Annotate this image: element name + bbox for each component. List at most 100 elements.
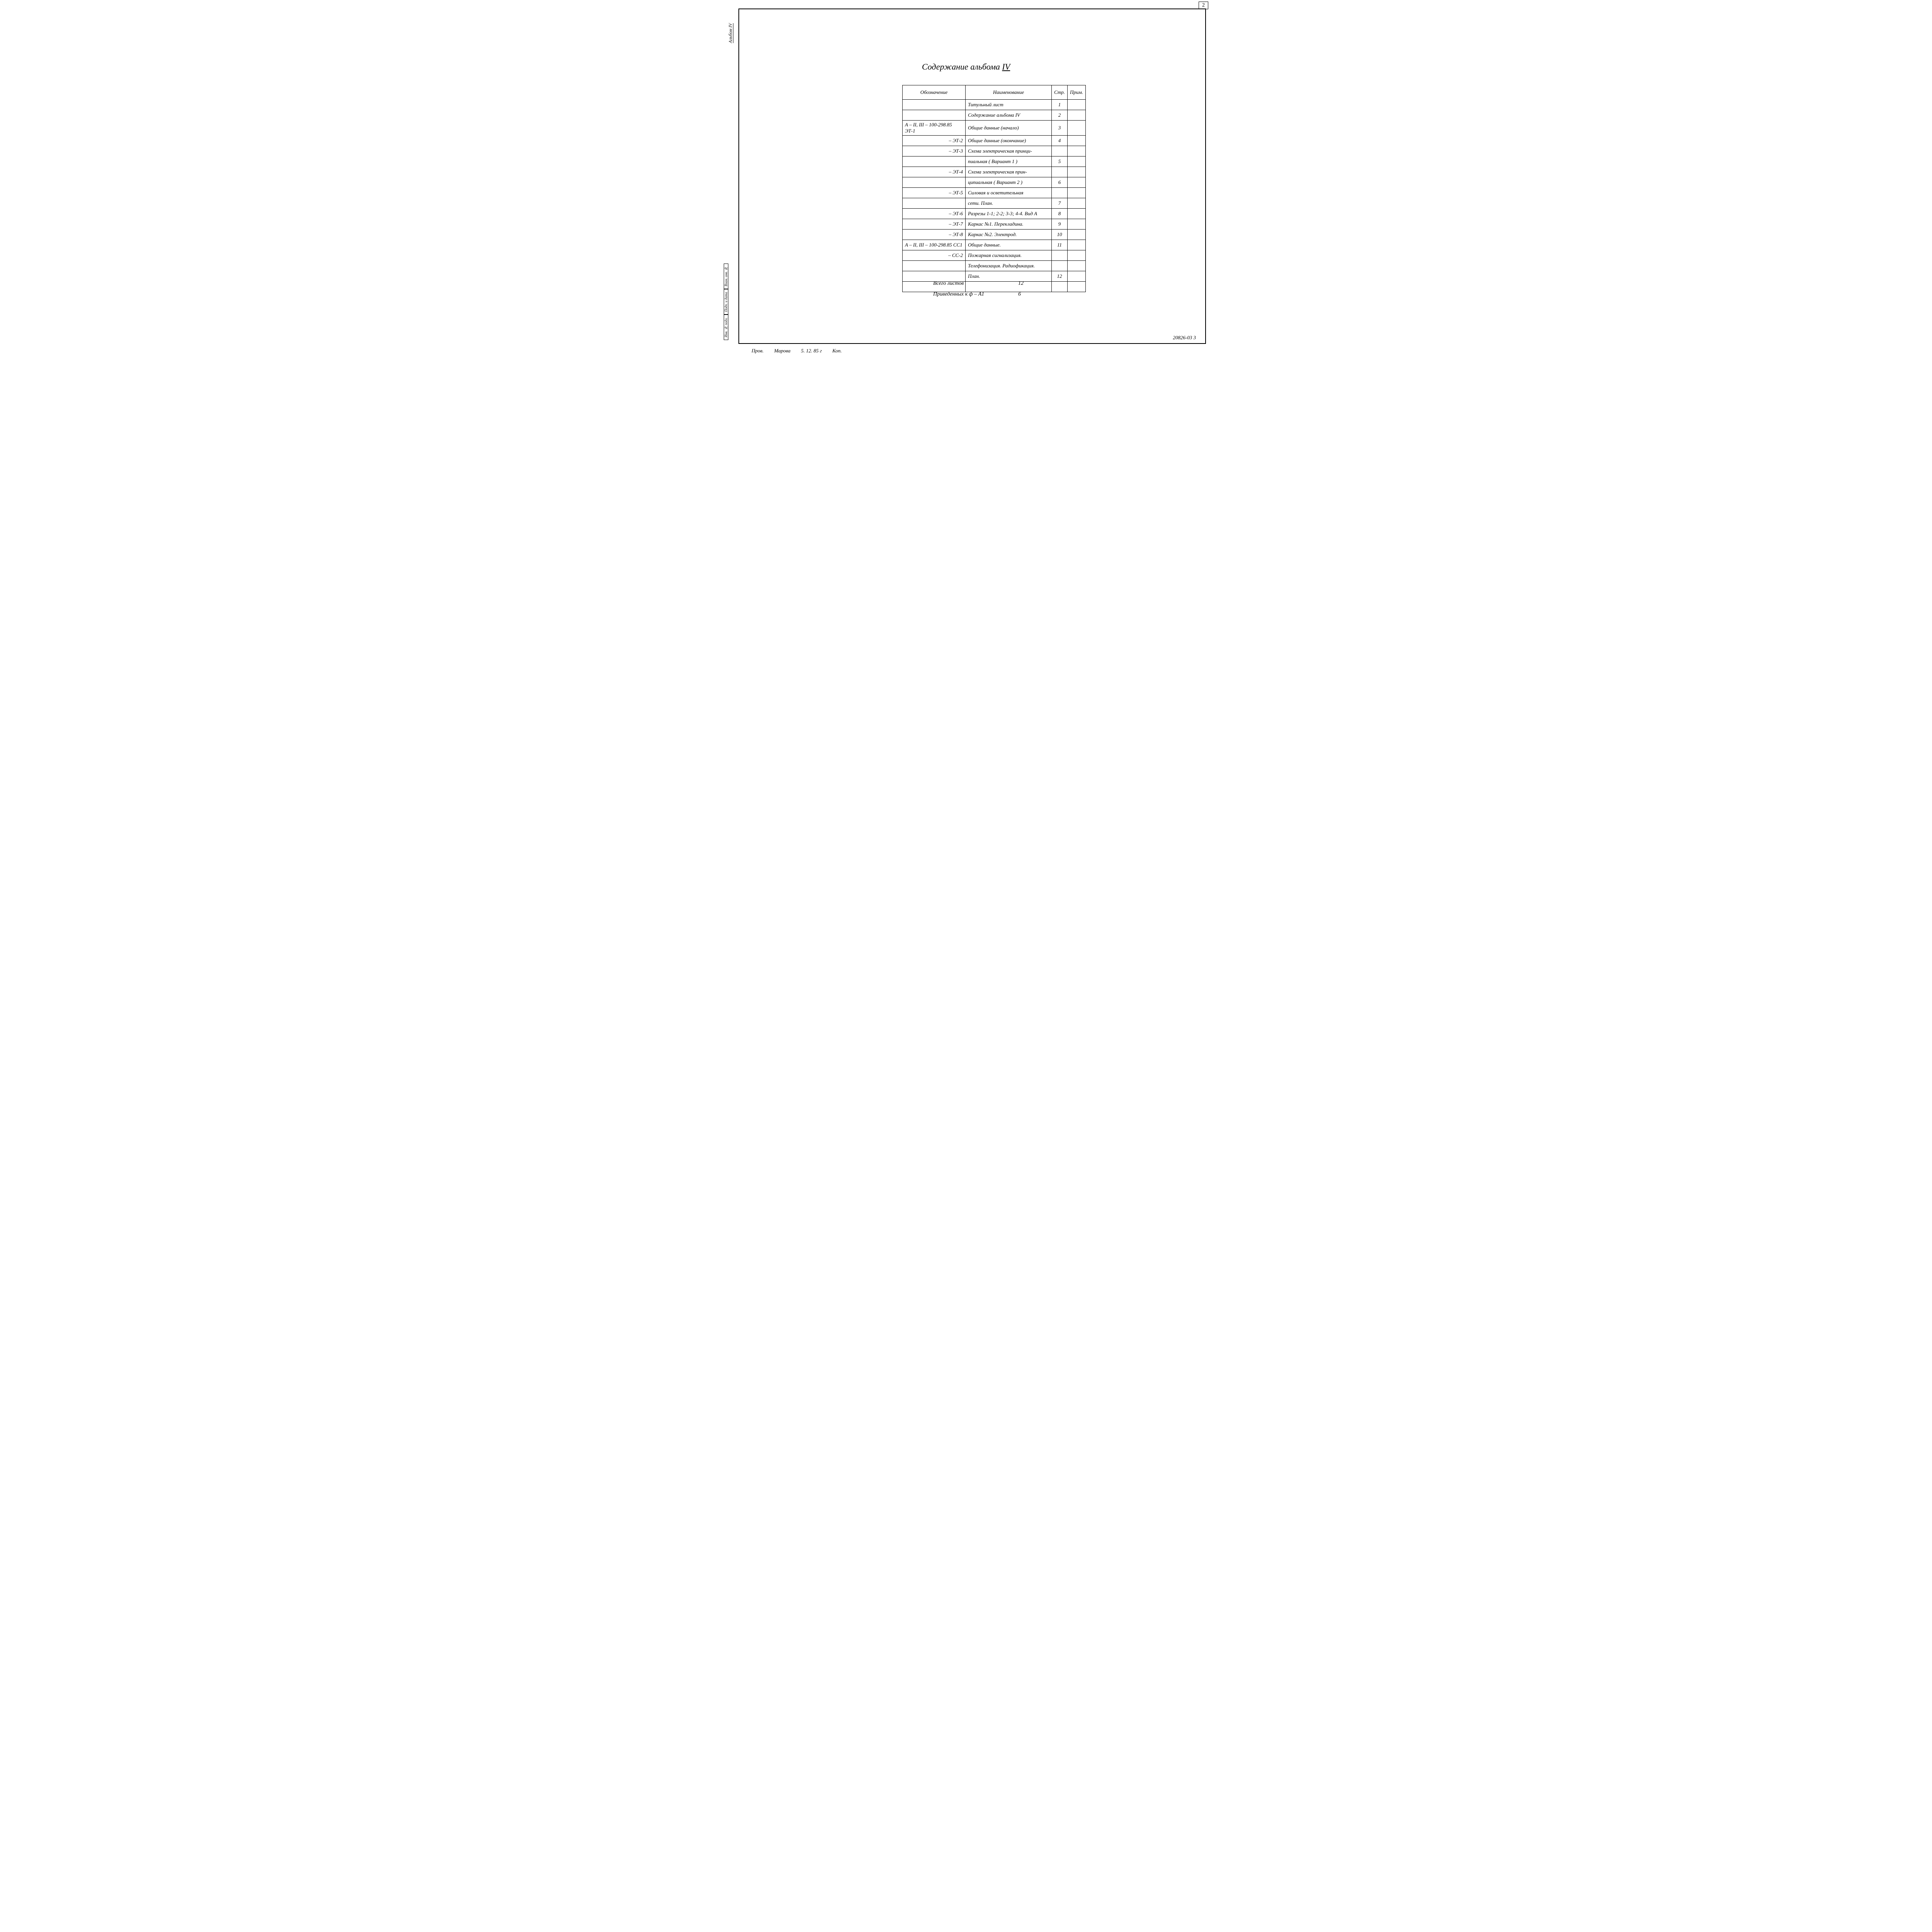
cell-str: 9 bbox=[1052, 219, 1068, 230]
table-row: сети. План.7 bbox=[903, 198, 1086, 209]
cell-oboz: – ЭТ-8 bbox=[903, 230, 966, 240]
cell-prim bbox=[1068, 230, 1086, 240]
footer-name: Марова bbox=[774, 348, 791, 354]
cell-str: 1 bbox=[1052, 100, 1068, 110]
table-row: Телефонизация. Радиофикация. bbox=[903, 261, 1086, 271]
cell-str bbox=[1052, 167, 1068, 177]
table-row: – ЭТ-5Силовая и осветительная bbox=[903, 188, 1086, 198]
footer-right-code: 20826-03 3 bbox=[1173, 335, 1196, 341]
table-row: – ЭТ-3Схема электрическая принци- bbox=[903, 146, 1086, 156]
cell-str: 11 bbox=[1052, 240, 1068, 250]
table-row: – ЭТ-6Разрезы 1-1; 2-2; 3-3; 4-4. Вид А8 bbox=[903, 209, 1086, 219]
cell-oboz: – ЭТ-5 bbox=[903, 188, 966, 198]
cell-prim bbox=[1068, 209, 1086, 219]
summary-total-value: 12 bbox=[1018, 278, 1034, 289]
cell-naim: сети. План. bbox=[966, 198, 1052, 209]
col-header-str: Стр. bbox=[1052, 85, 1068, 100]
table-row: Титульный лист1 bbox=[903, 100, 1086, 110]
cell-naim: Каркас №2. Электрод. bbox=[966, 230, 1052, 240]
col-header-naim: Наименование bbox=[966, 85, 1052, 100]
cell-prim bbox=[1068, 167, 1086, 177]
cell-prim bbox=[1068, 250, 1086, 261]
cell-naim: Общие данные (окончание) bbox=[966, 136, 1052, 146]
col-header-prim: Прим. bbox=[1068, 85, 1086, 100]
cell-str: 8 bbox=[1052, 209, 1068, 219]
cell-str: 12 bbox=[1052, 271, 1068, 282]
contents-table: Обозначение Наименование Стр. Прим. Титу… bbox=[902, 85, 1086, 292]
cell-prim bbox=[1068, 219, 1086, 230]
cell-str: 10 bbox=[1052, 230, 1068, 240]
cell-str: 3 bbox=[1052, 121, 1068, 136]
cell-prim bbox=[1068, 188, 1086, 198]
cell-oboz: А – II, III – 100-298.85 ЭТ-1 bbox=[903, 121, 966, 136]
cell-str bbox=[1052, 250, 1068, 261]
table-row: А – II, III – 100-298.85 СС1Общие данные… bbox=[903, 240, 1086, 250]
cell-oboz bbox=[903, 156, 966, 167]
cell-naim: Общие данные. bbox=[966, 240, 1052, 250]
cell-naim: Каркас №1. Перекладина. bbox=[966, 219, 1052, 230]
cell-prim bbox=[1068, 156, 1086, 167]
table-row: – ЭТ-4Схема электрическая прин- bbox=[903, 167, 1086, 177]
cell-str: 7 bbox=[1052, 198, 1068, 209]
cell-prim bbox=[1068, 198, 1086, 209]
side-cell-podp: Подп. и дата bbox=[724, 289, 728, 315]
cell-str bbox=[1052, 282, 1068, 292]
cell-oboz: – ЭТ-3 bbox=[903, 146, 966, 156]
cell-naim: Телефонизация. Радиофикация. bbox=[966, 261, 1052, 271]
cell-prim bbox=[1068, 110, 1086, 121]
cell-oboz: – СС-2 bbox=[903, 250, 966, 261]
table-row: – ЭТ-8Каркас №2. Электрод.10 bbox=[903, 230, 1086, 240]
cell-naim: Содержание альбома IV bbox=[966, 110, 1052, 121]
table-row: – СС-2Пожарная сигнализация. bbox=[903, 250, 1086, 261]
table-row: ципиальная ( Вариант 2 )6 bbox=[903, 177, 1086, 188]
title-roman: IV bbox=[1002, 62, 1010, 71]
cell-oboz bbox=[903, 177, 966, 188]
cell-oboz: – ЭТ-6 bbox=[903, 209, 966, 219]
cell-naim: Разрезы 1-1; 2-2; 3-3; 4-4. Вид А bbox=[966, 209, 1052, 219]
footer-role: Пров. bbox=[752, 348, 764, 354]
side-stamp-blocks: Взам. инв. № Подп. и дата Инв. № подл. bbox=[724, 264, 737, 340]
summary-reduced-value: 6 bbox=[1018, 289, 1034, 300]
summary-block: Всего листов 12 Приведенных к ф – А1 6 bbox=[933, 278, 1034, 300]
cell-oboz: – ЭТ-4 bbox=[903, 167, 966, 177]
cell-prim bbox=[1068, 136, 1086, 146]
table-row: Содержание альбома IV2 bbox=[903, 110, 1086, 121]
summary-row-total: Всего листов 12 bbox=[933, 278, 1034, 289]
side-cell-vzam: Взам. инв. № bbox=[724, 264, 728, 289]
side-cell-inv: Инв. № подл. bbox=[724, 315, 728, 340]
cell-prim bbox=[1068, 282, 1086, 292]
cell-str bbox=[1052, 146, 1068, 156]
cell-oboz: – ЭТ-2 bbox=[903, 136, 966, 146]
footer-kop: Коп. bbox=[832, 348, 842, 354]
cell-prim bbox=[1068, 146, 1086, 156]
table-row: – ЭТ-7Каркас №1. Перекладина.9 bbox=[903, 219, 1086, 230]
table-body: Титульный лист1Содержание альбома IV2А –… bbox=[903, 100, 1086, 292]
drawing-sheet: 2 Альбом IV Взам. инв. № Подп. и дата Ин… bbox=[721, 0, 1211, 357]
cell-prim bbox=[1068, 177, 1086, 188]
cell-prim bbox=[1068, 100, 1086, 110]
table-row: пиальная ( Вариант 1 )5 bbox=[903, 156, 1086, 167]
cell-str bbox=[1052, 261, 1068, 271]
footer-left: Пров. Марова 5. 12. 85 г Коп. bbox=[752, 348, 851, 354]
album-label: Альбом IV bbox=[728, 23, 733, 43]
cell-naim: ципиальная ( Вариант 2 ) bbox=[966, 177, 1052, 188]
summary-total-label: Всего листов bbox=[933, 278, 1018, 289]
cell-str: 4 bbox=[1052, 136, 1068, 146]
table-header-row: Обозначение Наименование Стр. Прим. bbox=[903, 85, 1086, 100]
cell-str: 6 bbox=[1052, 177, 1068, 188]
cell-prim bbox=[1068, 261, 1086, 271]
title-text: Содержание альбома bbox=[922, 62, 1002, 71]
cell-oboz bbox=[903, 110, 966, 121]
cell-naim: Титульный лист bbox=[966, 100, 1052, 110]
page-number-top: 2 bbox=[1199, 2, 1208, 9]
summary-row-reduced: Приведенных к ф – А1 6 bbox=[933, 289, 1034, 300]
cell-oboz: – ЭТ-7 bbox=[903, 219, 966, 230]
cell-prim bbox=[1068, 121, 1086, 136]
cell-str: 5 bbox=[1052, 156, 1068, 167]
cell-naim: пиальная ( Вариант 1 ) bbox=[966, 156, 1052, 167]
cell-oboz bbox=[903, 198, 966, 209]
cell-naim: Общие данные (начало) bbox=[966, 121, 1052, 136]
summary-reduced-label: Приведенных к ф – А1 bbox=[933, 289, 1018, 300]
cell-naim: Схема электрическая принци- bbox=[966, 146, 1052, 156]
cell-str: 2 bbox=[1052, 110, 1068, 121]
